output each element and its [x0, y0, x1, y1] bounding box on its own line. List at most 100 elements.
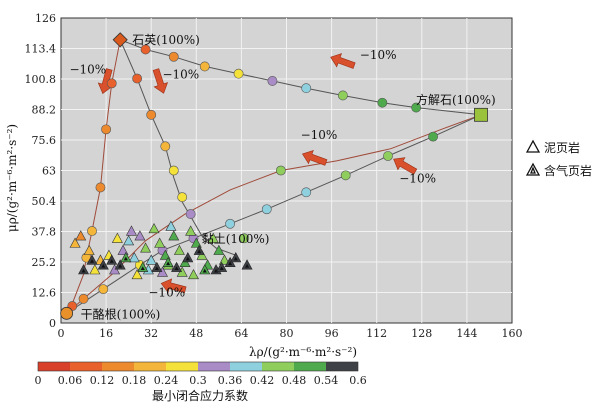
x-tick-label: 80	[280, 327, 294, 340]
trend-arrow	[330, 53, 356, 69]
mudstone-point	[89, 264, 101, 275]
trend-arrow-shape	[152, 68, 169, 94]
x-tick-label: 160	[502, 327, 523, 340]
trend-arrow	[302, 149, 328, 166]
colorbar-label: 最小闭合应力系数	[152, 388, 248, 403]
model-point	[168, 165, 179, 176]
mudstone-point	[159, 249, 171, 260]
y-tick-label: 100.8	[25, 73, 57, 86]
model-point	[275, 165, 286, 176]
colorbar-tick-label: 0.54	[314, 374, 339, 387]
gas-shale-point-inner	[185, 256, 190, 261]
model-point	[261, 204, 272, 215]
model-point	[140, 44, 151, 55]
y-tick-label: 63	[42, 165, 56, 178]
colorbar-tick-label: 0.3	[189, 374, 207, 387]
x-tick-label: 64	[234, 327, 248, 340]
model-point	[301, 83, 312, 94]
colorbar-segment	[262, 362, 294, 371]
mudstone-point	[145, 254, 157, 265]
colorbar-segment	[294, 362, 326, 371]
colorbar: 0 0.06 0.12 0.18 0.24 0.3 0.36 0.42 0.48 0.54 0.6	[35, 361, 367, 387]
mixing-line	[66, 39, 121, 314]
mudstone-point	[140, 242, 152, 253]
mixing-line	[66, 114, 482, 314]
gas-shale-point-inner	[166, 261, 171, 266]
gas-shale-point-inner	[197, 249, 202, 254]
arrow-label: −10%	[399, 172, 436, 186]
model-point	[98, 284, 109, 295]
mudstone-point	[134, 230, 146, 241]
model-point	[411, 102, 422, 113]
gas-shale-point-inner	[228, 261, 233, 266]
colorbar-tick-label: 0.6	[349, 374, 367, 387]
mudstone-point	[111, 232, 123, 243]
model-point	[428, 131, 438, 142]
trend-arrow	[160, 278, 187, 294]
colorbar-segment	[230, 362, 262, 371]
mixing-line	[66, 114, 482, 314]
x-tick-label: 112	[366, 327, 387, 340]
arrow-label: −10%	[148, 285, 185, 299]
model-point	[160, 141, 171, 152]
model-point	[106, 78, 117, 89]
model-point	[383, 151, 393, 161]
mudstone-point	[83, 244, 95, 255]
quartz-label: 石英(100%)	[132, 33, 200, 47]
trend-arrow-shape	[302, 149, 328, 166]
model-point	[267, 76, 278, 86]
colorbar-tick-label: 0.48	[282, 374, 307, 387]
legend-mudstone-label: 泥页岩	[544, 140, 580, 155]
model-point	[185, 209, 196, 219]
mudstone-point	[168, 230, 180, 241]
gas-shale-point-inner	[245, 263, 250, 268]
mudstone-point	[165, 220, 177, 231]
model-point	[146, 109, 157, 120]
trend-arrows: −10% −10% −10% −10% −10% −10%	[69, 48, 436, 299]
legend-gas-shale-label: 含气页岩	[544, 163, 592, 178]
colorbar-tick-label: 0.36	[218, 374, 243, 387]
model-point	[199, 61, 210, 72]
trend-arrow-shape	[393, 157, 418, 175]
trend-arrow	[393, 157, 418, 175]
mudstone-point	[190, 237, 202, 248]
mudstone-point	[123, 235, 135, 246]
gas-shale-point-inner	[154, 266, 159, 271]
arrow-label: −10%	[360, 48, 397, 62]
colorbar-segment	[134, 362, 166, 371]
model-point	[132, 73, 143, 84]
x-axis-label: λρ/(g²·m⁻⁶·m²·s⁻²)	[249, 345, 357, 359]
mudstone-point	[213, 244, 225, 255]
mudstone-point	[75, 230, 87, 241]
colorbar-tick-label: 0.18	[122, 374, 147, 387]
mudstone-point	[218, 254, 230, 265]
gas-shale-point-inner	[174, 266, 179, 271]
mudstone-point	[173, 244, 185, 255]
colorbar-tick-label: 0.42	[250, 374, 275, 387]
mudstone-point	[117, 244, 129, 255]
model-point	[377, 97, 388, 108]
colorbar-segment	[70, 362, 102, 371]
mudstone-legend-icon	[525, 139, 541, 153]
model-point	[225, 218, 236, 229]
quartz-endmember-marker	[112, 32, 128, 48]
x-tick-label: 32	[144, 327, 158, 340]
mudstone-point	[187, 268, 199, 280]
colorbar-segment	[326, 362, 358, 371]
colorbar-tick-label: 0.12	[90, 374, 115, 387]
y-tick-label: 75.6	[32, 134, 57, 147]
colorbar-segment	[166, 362, 198, 371]
arrow-label: −10%	[162, 68, 199, 82]
y-tick-label: 12.6	[32, 287, 57, 300]
gas-shale-point-inner	[202, 268, 207, 273]
axis-ticks: 0 16 32 48 64 80 96 112 128 144 160 0 12.6 25.2 37.8 50…	[25, 12, 523, 340]
y-tick-label: 0	[49, 317, 56, 330]
colorbar-tick-label: 0.06	[58, 374, 83, 387]
y-tick-label: 88.2	[32, 104, 57, 117]
model-point	[78, 293, 89, 304]
calcite-label: 方解石(100%)	[416, 92, 496, 107]
model-point	[340, 170, 351, 181]
gas-shale-legend-icon	[525, 162, 541, 176]
x-tick-label: 16	[99, 327, 113, 340]
